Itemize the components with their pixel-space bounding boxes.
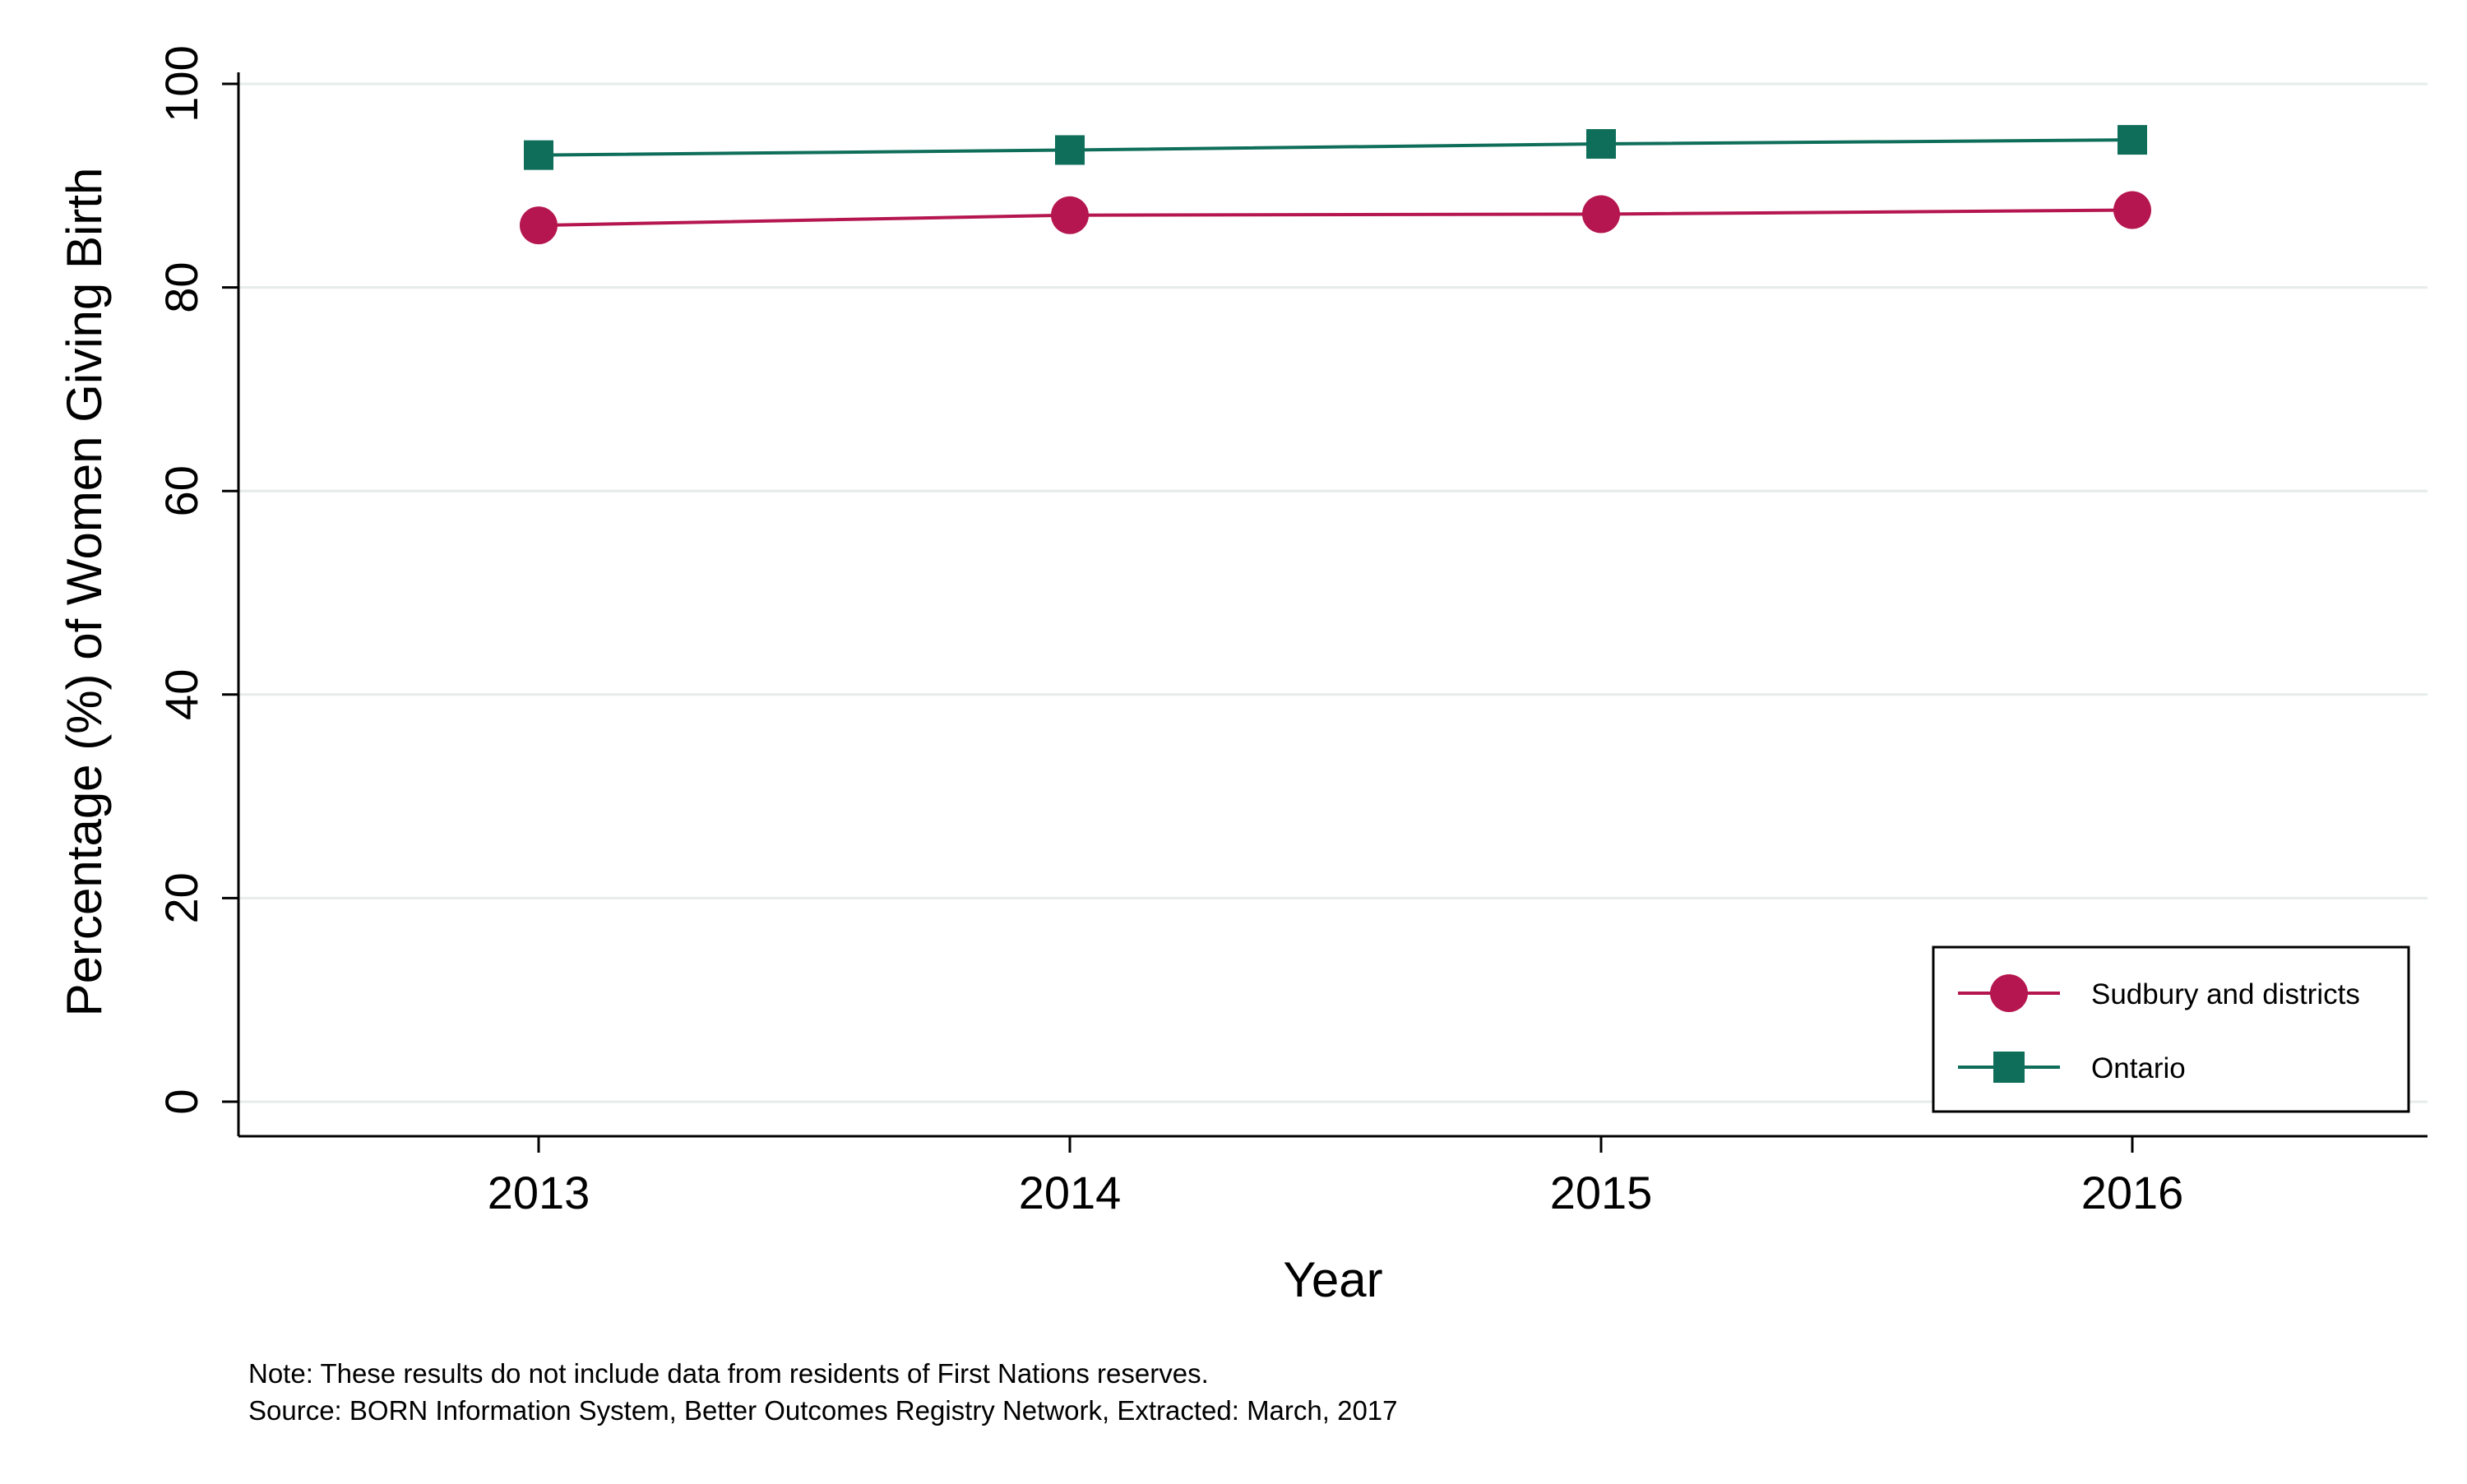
note-text: Note: These results do not include data … [248, 1358, 1209, 1389]
x-tick-label: 2014 [1019, 1167, 1122, 1218]
x-tick-label: 2016 [2081, 1167, 2184, 1218]
legend-marker-sudbury [1990, 974, 2028, 1012]
series [520, 125, 2151, 245]
series-line [538, 138, 2133, 157]
data-point [2118, 125, 2147, 155]
data-point [1055, 135, 1085, 165]
data-point [524, 140, 553, 170]
y-tick-label: 100 [155, 45, 207, 122]
x-axis-ticks: 2013 2014 2015 2016 [488, 1136, 2184, 1218]
legend-marker-ontario [1993, 1052, 2025, 1083]
series-sudbury-and-districts [520, 191, 2151, 245]
y-tick-label: 60 [155, 465, 207, 516]
y-axis-ticks: 0 20 40 60 80 100 [155, 45, 238, 1115]
legend-label-sudbury: Sudbury and districts [2091, 978, 2360, 1010]
legend-box [1932, 945, 2410, 1113]
legend-label-ontario: Ontario [2091, 1052, 2186, 1084]
y-tick-label: 40 [155, 669, 207, 720]
y-tick-label: 20 [155, 872, 207, 923]
y-tick-label: 80 [155, 261, 207, 312]
y-tick-label: 0 [155, 1089, 207, 1114]
x-tick-label: 2015 [1550, 1167, 1653, 1218]
source-text: Source: BORN Information System, Better … [248, 1395, 1398, 1426]
data-point [520, 206, 558, 245]
legend: Sudbury and districts Ontario [1932, 945, 2410, 1113]
x-axis-title: Year [1283, 1252, 1382, 1307]
axes [237, 72, 2428, 1138]
y-axis-title: Percentage (%) of Women Giving Birth [57, 168, 112, 1017]
series-line [538, 208, 2133, 228]
data-point [1051, 196, 1089, 234]
series-ontario [524, 125, 2147, 170]
data-point [2113, 191, 2151, 229]
data-point [1582, 195, 1620, 233]
x-tick-label: 2013 [488, 1167, 590, 1218]
data-point [1586, 129, 1616, 159]
